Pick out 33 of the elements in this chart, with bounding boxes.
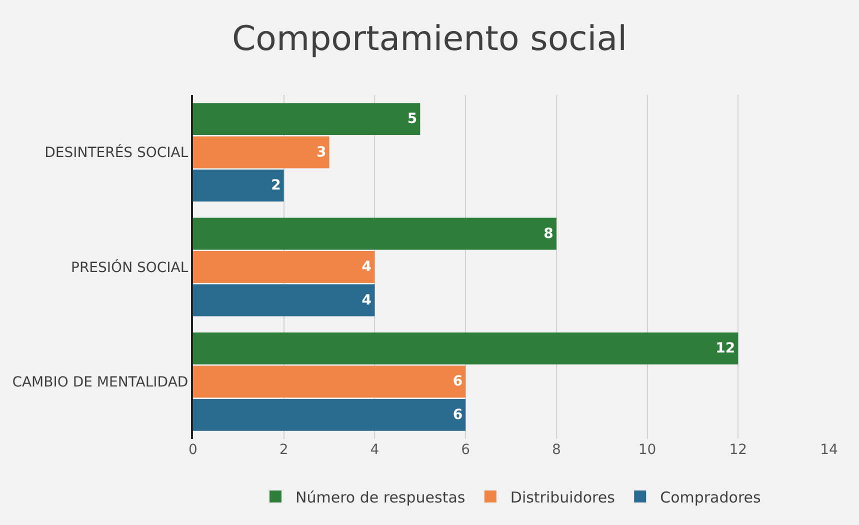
data-label: 2 (271, 178, 281, 194)
data-label: 3 (316, 144, 326, 160)
data-label: 6 (452, 406, 463, 423)
x-tick-label: 6 (461, 442, 470, 458)
bar (193, 251, 375, 283)
y-tick-label: DESINTERÉS SOCIAL (44, 144, 188, 162)
bar (193, 170, 284, 202)
data-label: 5 (407, 111, 418, 128)
x-tick-label: 4 (370, 442, 380, 458)
y-tick-label: PRESIÓN SOCIAL (71, 258, 188, 276)
y-tick-label: CAMBIO DE MENTALIDAD (12, 374, 188, 391)
bar (193, 103, 420, 136)
x-tick-label: 8 (552, 442, 561, 458)
data-label: 4 (362, 292, 372, 308)
x-tick-label: 12 (729, 442, 748, 458)
bar (193, 366, 466, 398)
data-label: 4 (362, 259, 372, 275)
x-tick-label: 2 (279, 442, 288, 458)
legend-label: Número de respuestas (296, 488, 466, 506)
legend-label: Distribuidores (510, 488, 616, 506)
bar (193, 332, 738, 364)
bar (193, 398, 466, 431)
data-label: 8 (544, 226, 554, 242)
x-tick-label: 0 (188, 442, 198, 458)
data-label: 6 (452, 374, 463, 390)
chart-title: Comportamiento social (232, 19, 628, 60)
bar (193, 284, 375, 316)
bar (193, 136, 330, 168)
data-label: 12 (716, 340, 736, 356)
bar (193, 218, 556, 250)
x-tick-label: 10 (638, 442, 656, 458)
x-tick-label: 14 (820, 442, 838, 458)
legend-label: Compradores (660, 488, 762, 506)
